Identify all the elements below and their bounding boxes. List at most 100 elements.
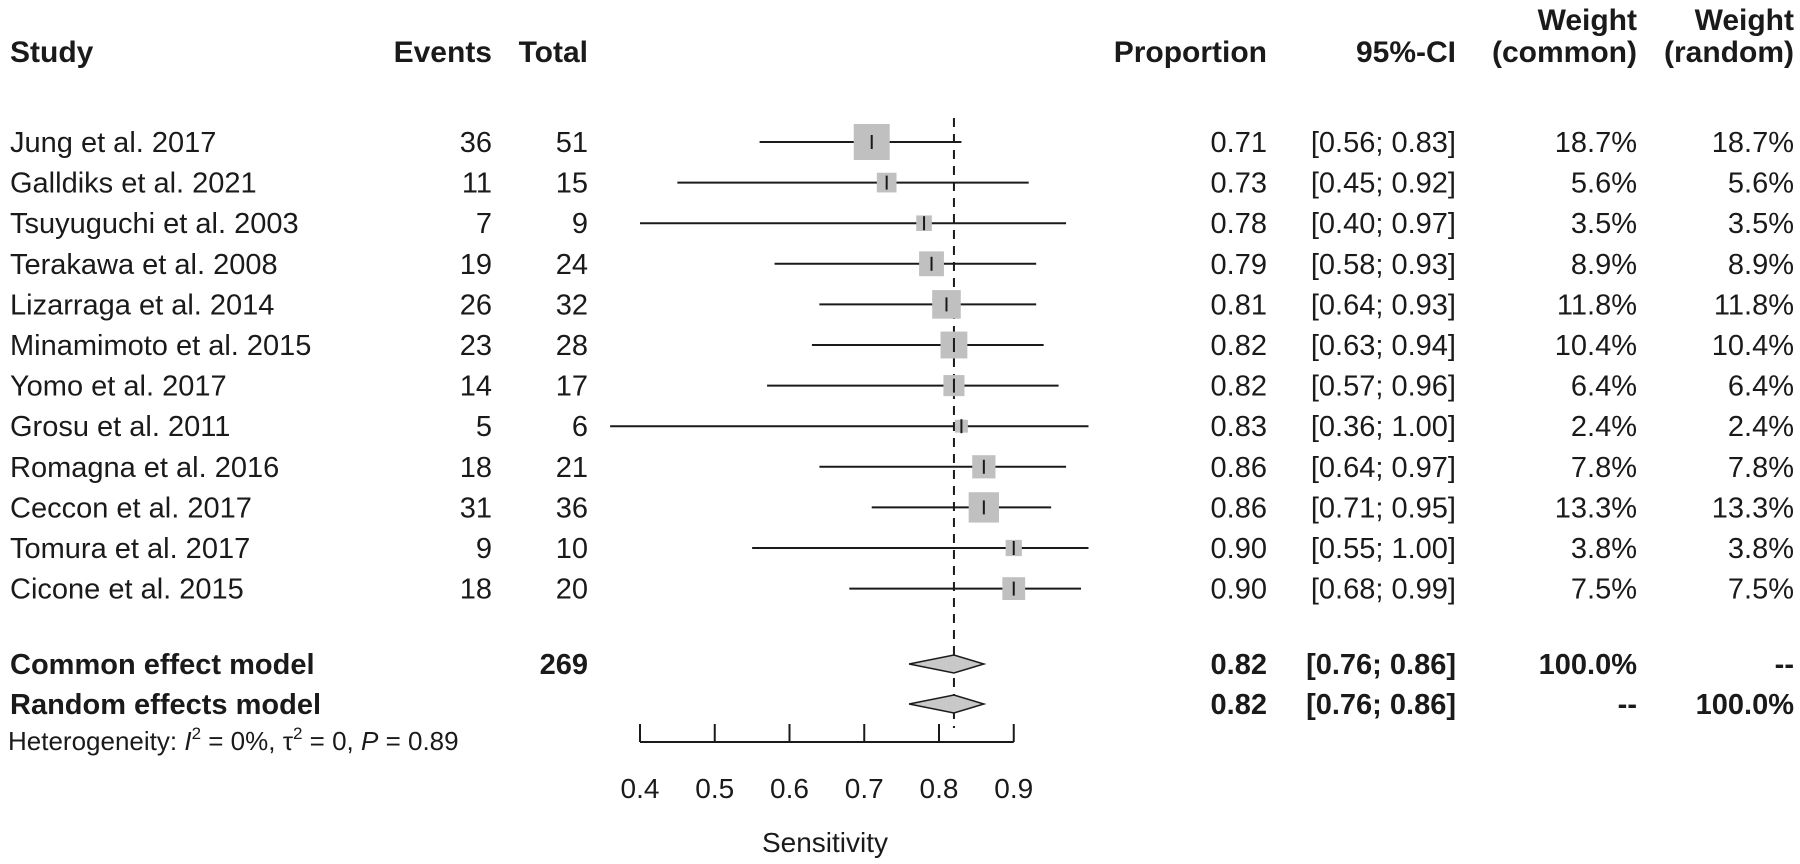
header-weight-random-top: Weight	[1695, 4, 1794, 37]
tau2-value: 0	[332, 726, 346, 756]
header-proportion: Proportion	[1114, 36, 1267, 69]
study-ci: [0.68; 0.99]	[1311, 574, 1456, 606]
pooled-rows: Common effect model 269 0.82 [0.76; 0.86] 10…	[10, 649, 1794, 721]
x-tick-label: 0.5	[695, 773, 734, 804]
study-events: 5	[476, 411, 492, 443]
study-proportion: 0.90	[1211, 533, 1267, 565]
study-total: 28	[556, 330, 588, 362]
study-events: 11	[462, 168, 492, 200]
study-proportion: 0.79	[1211, 249, 1267, 281]
study-events: 14	[460, 371, 492, 403]
study-weight-random: 7.5%	[1728, 574, 1794, 606]
study-total: 10	[556, 533, 588, 565]
study-ci: [0.71; 0.95]	[1311, 492, 1456, 524]
study-total: 21	[556, 452, 588, 484]
study-total: 51	[556, 127, 588, 159]
study-row: Tomura et al. 2017 9 10 0.90 [0.55; 1.00] 3.8…	[10, 533, 1794, 565]
study-events: 31	[460, 492, 492, 524]
p-value: 0.89	[408, 726, 459, 756]
i2-equals: =	[201, 726, 231, 756]
study-proportion: 0.83	[1211, 411, 1267, 443]
study-row: Lizarraga et al. 2014 26 32 0.81 [0.64; 0.93…	[10, 289, 1794, 321]
study-ci: [0.64; 0.97]	[1311, 452, 1456, 484]
study-name: Galldiks et al. 2021	[10, 168, 257, 200]
study-weight-common: 10.4%	[1555, 330, 1637, 362]
study-events: 9	[476, 533, 492, 565]
study-weight-common: 18.7%	[1555, 127, 1637, 159]
study-row: Tsuyuguchi et al. 2003 7 9 0.78 [0.40; 0.97]…	[10, 208, 1794, 240]
study-events: 36	[460, 127, 492, 159]
header-weight-random-bottom: (random)	[1664, 36, 1794, 69]
study-ci: [0.56; 0.83]	[1311, 127, 1456, 159]
header-ci: 95%-CI	[1356, 36, 1456, 69]
tau2-sep: , τ	[268, 726, 293, 756]
pooled-row: Random effects model 0.82 [0.76; 0.86] -- 10…	[10, 689, 1794, 721]
study-total: 6	[572, 411, 588, 443]
study-weight-common: 3.5%	[1571, 208, 1637, 240]
study-events: 18	[460, 452, 492, 484]
header-weight-common-top: Weight	[1538, 4, 1637, 37]
header-weight-common-bottom: (common)	[1492, 36, 1637, 69]
pooled-weight-common: --	[1618, 689, 1637, 721]
study-weight-common: 5.6%	[1571, 168, 1637, 200]
x-tick-label: 0.8	[920, 773, 959, 804]
study-events: 18	[460, 574, 492, 606]
study-weight-common: 13.3%	[1555, 492, 1637, 524]
x-tick-label: 0.9	[994, 773, 1033, 804]
study-row: Jung et al. 2017 36 51 0.71 [0.56; 0.83] 18.7…	[10, 124, 1794, 160]
study-row: Ceccon et al. 2017 31 36 0.86 [0.71; 0.95] 13…	[10, 492, 1794, 524]
study-row: Yomo et al. 2017 14 17 0.82 [0.57; 0.96] 6.4%…	[10, 371, 1794, 403]
pooled-diamond	[908, 654, 987, 674]
tau2-equals: =	[302, 726, 332, 756]
pooled-ci: [0.76; 0.86]	[1306, 689, 1456, 721]
study-name: Minamimoto et al. 2015	[10, 330, 311, 362]
x-tick-label: 0.7	[845, 773, 884, 804]
study-name: Lizarraga et al. 2014	[10, 289, 274, 321]
header-total: Total	[519, 36, 588, 69]
pooled-weight-random: --	[1775, 649, 1794, 681]
study-weight-common: 8.9%	[1571, 249, 1637, 281]
pooled-diamond	[908, 694, 987, 714]
study-ci: [0.64; 0.93]	[1311, 289, 1456, 321]
study-total: 15	[556, 168, 588, 200]
study-weight-random: 2.4%	[1728, 411, 1794, 443]
study-name: Ceccon et al. 2017	[10, 492, 252, 524]
study-weight-random: 8.9%	[1728, 249, 1794, 281]
study-ci: [0.57; 0.96]	[1311, 371, 1456, 403]
study-row: Cicone et al. 2015 18 20 0.90 [0.68; 0.99] 7.…	[10, 574, 1794, 606]
study-name: Romagna et al. 2016	[10, 452, 279, 484]
study-rows: Jung et al. 2017 36 51 0.71 [0.56; 0.83] 18.7…	[10, 124, 1794, 606]
study-weight-common: 2.4%	[1571, 411, 1637, 443]
study-weight-common: 3.8%	[1571, 533, 1637, 565]
study-weight-random: 3.8%	[1728, 533, 1794, 565]
pooled-proportion: 0.82	[1211, 689, 1267, 721]
study-total: 32	[556, 289, 588, 321]
header-events: Events	[394, 36, 492, 69]
study-weight-common: 11.8%	[1557, 289, 1637, 321]
study-total: 9	[572, 208, 588, 240]
i2-value: 0%	[231, 726, 269, 756]
i2-superscript: 2	[192, 724, 201, 743]
x-axis-label: Sensitivity	[762, 827, 888, 858]
study-events: 7	[476, 208, 492, 240]
pooled-total: 269	[540, 649, 588, 681]
study-proportion: 0.86	[1211, 452, 1267, 484]
pooled-row: Common effect model 269 0.82 [0.76; 0.86] 10…	[10, 649, 1794, 681]
study-row: Terakawa et al. 2008 19 24 0.79 [0.58; 0.93]…	[10, 249, 1794, 281]
column-headers: Study Events Total Proportion 95%-CI Wei…	[10, 4, 1794, 69]
study-row: Minamimoto et al. 2015 23 28 0.82 [0.63; 0.9…	[10, 330, 1794, 362]
study-proportion: 0.82	[1211, 371, 1267, 403]
study-events: 19	[460, 249, 492, 281]
study-proportion: 0.90	[1211, 574, 1267, 606]
i2-symbol: I	[184, 726, 191, 756]
study-row: Romagna et al. 2016 18 21 0.86 [0.64; 0.97] 7…	[10, 452, 1794, 484]
study-ci: [0.40; 0.97]	[1311, 208, 1456, 240]
x-tick-label: 0.4	[621, 773, 660, 804]
study-name: Grosu et al. 2011	[10, 411, 230, 443]
study-name: Jung et al. 2017	[10, 127, 216, 159]
study-proportion: 0.73	[1211, 168, 1267, 200]
p-symbol: P	[361, 726, 379, 756]
study-name: Cicone et al. 2015	[10, 574, 244, 606]
study-name: Yomo et al. 2017	[10, 371, 227, 403]
